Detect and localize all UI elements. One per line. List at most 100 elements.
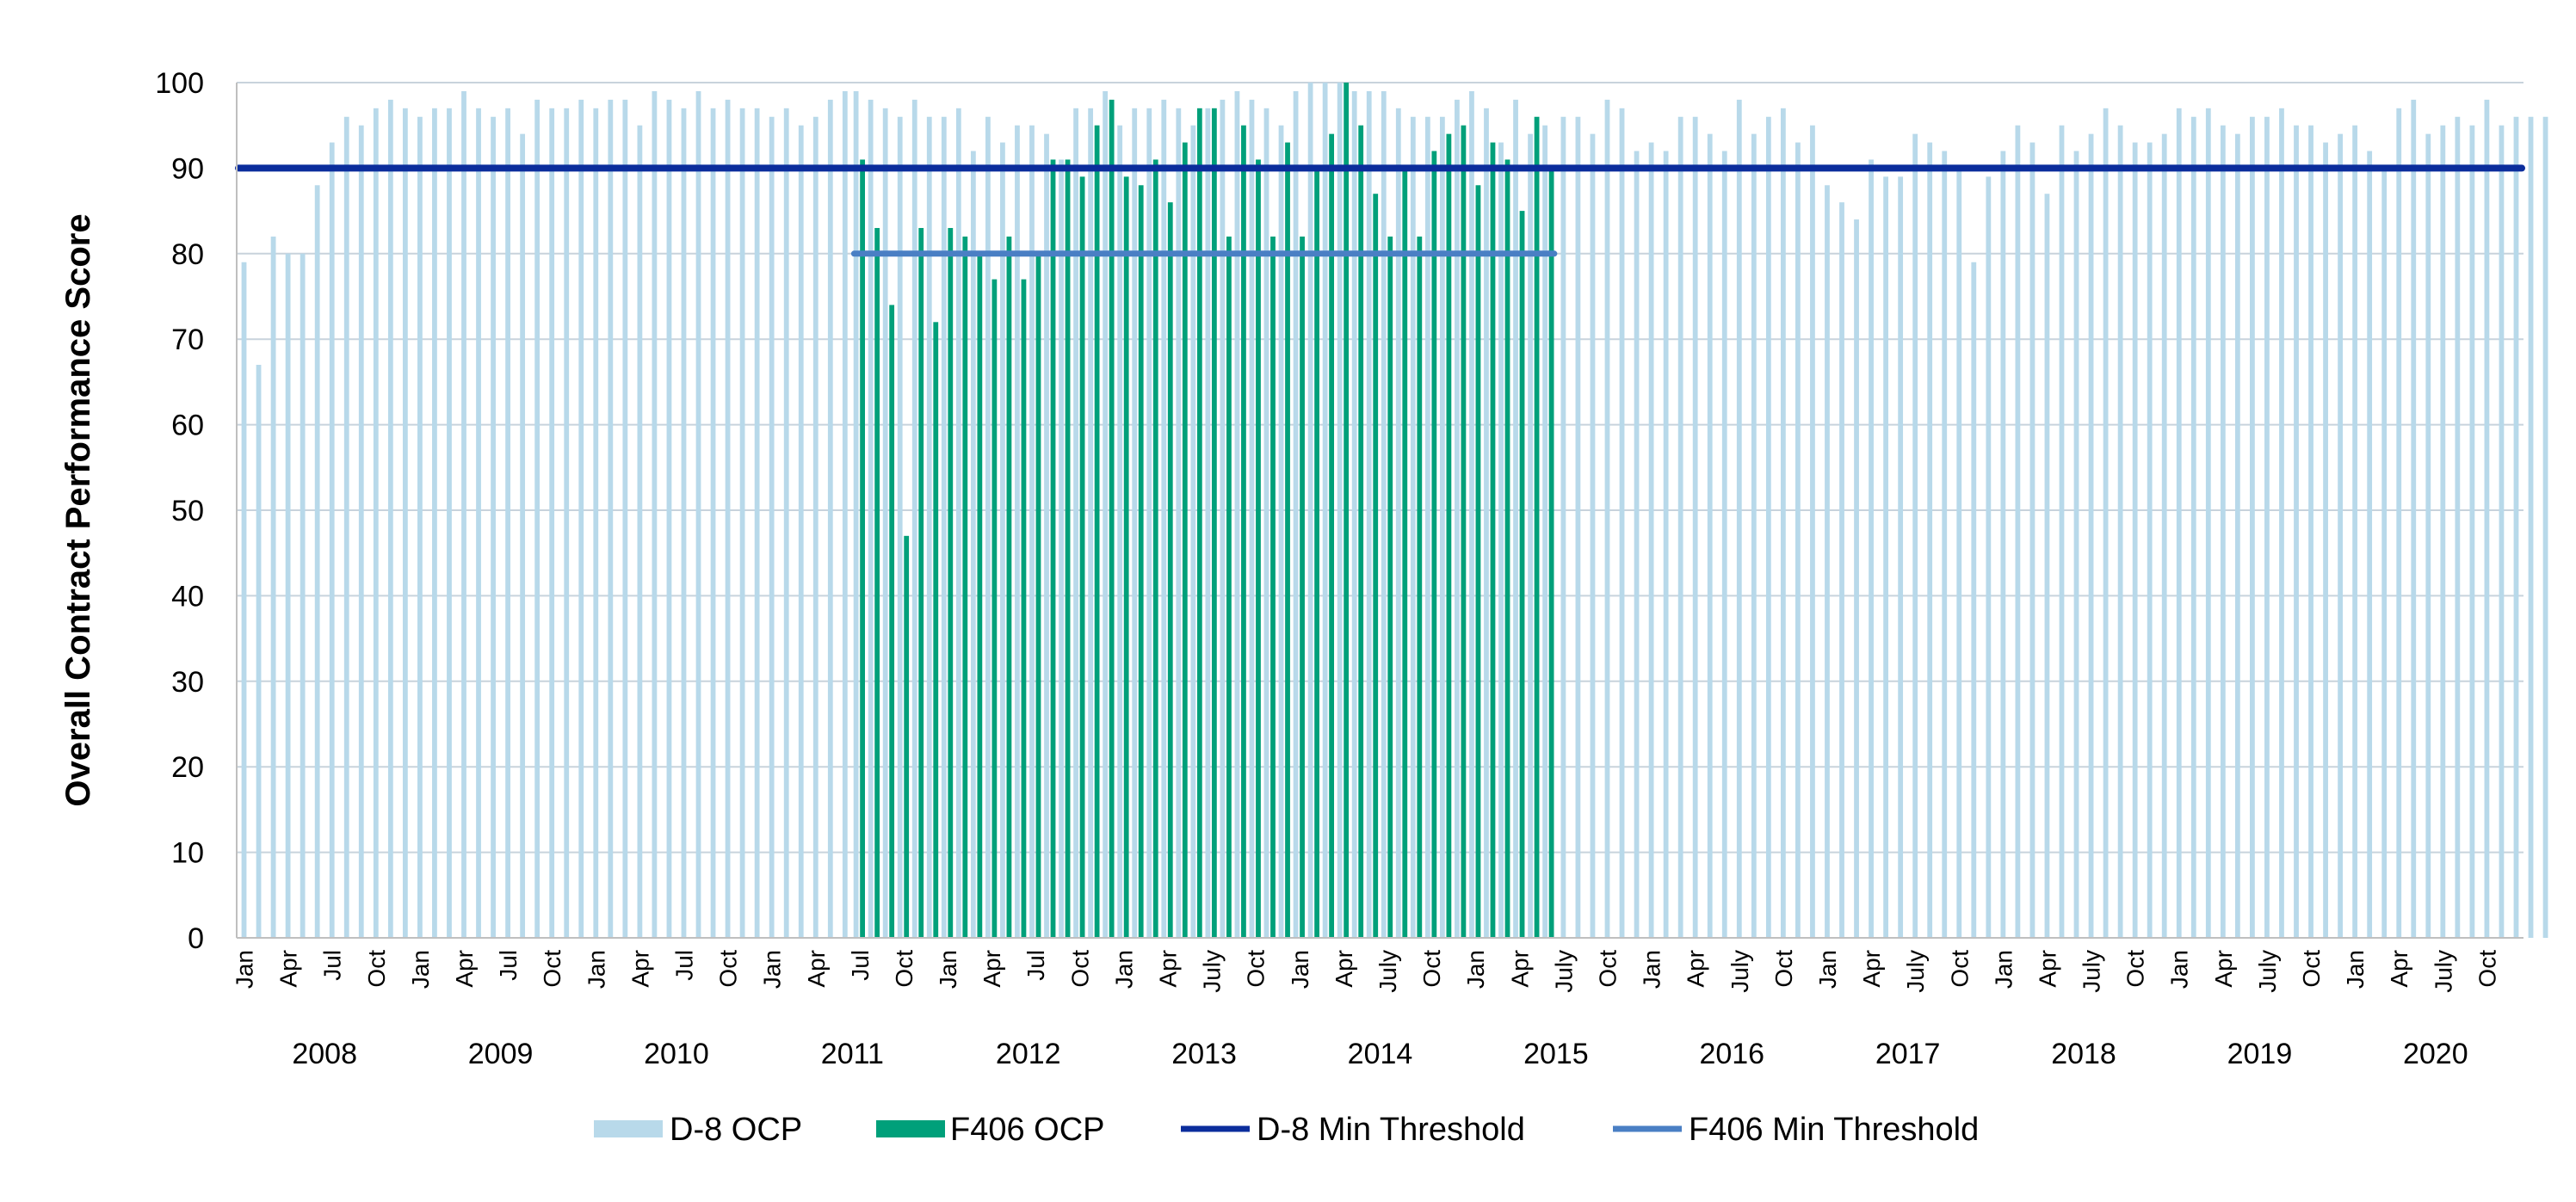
bar-d8-ocp xyxy=(1088,108,1094,938)
x-month-label: Oct xyxy=(363,950,390,988)
bar-f406-ocp xyxy=(1490,142,1496,938)
x-month-label: Apr xyxy=(803,950,830,988)
bar-d8-ocp xyxy=(725,99,731,938)
bar-f406-ocp xyxy=(1534,116,1540,938)
bar-d8-ocp xyxy=(1044,133,1049,938)
bar-d8-ocp xyxy=(2132,142,2138,938)
bar-d8-ocp xyxy=(1795,142,1801,938)
bar-d8-ocp xyxy=(1484,108,1489,938)
x-year-label: 2018 xyxy=(2051,1038,2116,1070)
x-month-label: Apr xyxy=(2034,950,2060,988)
x-year-label: 2008 xyxy=(292,1038,357,1070)
bar-f406-ocp xyxy=(948,227,954,939)
bar-d8-ocp xyxy=(2469,125,2475,938)
x-year-label: 2016 xyxy=(1699,1038,1764,1070)
bar-d8-ocp xyxy=(1942,151,1948,938)
x-year-label: 2013 xyxy=(1171,1038,1237,1070)
bar-f406-ocp xyxy=(1519,211,1525,939)
x-year-label: 2017 xyxy=(1875,1038,1941,1070)
x-year-label: 2012 xyxy=(996,1038,1061,1070)
legend-label: F406 OCP xyxy=(950,1112,1105,1148)
bar-f406-ocp xyxy=(1475,185,1481,938)
y-tick-label: 80 xyxy=(171,238,204,271)
bar-d8-ocp xyxy=(2220,125,2226,938)
bar-d8-ocp xyxy=(373,108,379,938)
bar-f406-ocp xyxy=(1461,125,1467,938)
legend-label: F406 Min Threshold xyxy=(1689,1112,1979,1148)
bar-d8-ocp xyxy=(637,125,643,938)
x-month-label: Jul xyxy=(847,950,874,981)
bar-d8-ocp xyxy=(256,365,262,938)
bar-d8-ocp xyxy=(1839,202,1844,938)
bar-d8-ocp xyxy=(1395,108,1401,938)
x-year-label: 2020 xyxy=(2403,1038,2468,1070)
legend-swatch xyxy=(594,1120,663,1137)
bar-d8-ocp xyxy=(1293,90,1299,938)
x-month-label: Apr xyxy=(1683,950,1709,988)
bar-d8-ocp xyxy=(1059,159,1064,938)
y-tick-label: 100 xyxy=(155,67,204,100)
bar-f406-ocp xyxy=(1006,236,1012,938)
bar-d8-ocp xyxy=(1249,99,1255,938)
bar-f406-ocp xyxy=(904,535,910,938)
x-month-label: Jan xyxy=(232,950,258,989)
bar-d8-ocp xyxy=(2440,125,2446,938)
bar-d8-ocp xyxy=(564,108,570,938)
bar-d8-ocp xyxy=(2205,108,2211,938)
bar-d8-ocp xyxy=(2484,99,2490,938)
bar-d8-ocp xyxy=(1663,151,1669,938)
bar-d8-ocp xyxy=(1560,116,1566,938)
bar-d8-ocp xyxy=(1619,108,1625,938)
bar-f406-ocp xyxy=(1021,279,1027,938)
bar-d8-ocp xyxy=(1575,116,1581,938)
bar-d8-ocp xyxy=(955,108,961,938)
x-month-label: Oct xyxy=(539,950,565,988)
x-month-label: Oct xyxy=(1066,950,1093,988)
bar-f406-ocp xyxy=(1167,202,1173,938)
bar-d8-ocp xyxy=(2264,116,2270,938)
x-month-label: Oct xyxy=(715,950,742,988)
bar-f406-ocp xyxy=(1050,159,1056,938)
bar-f406-ocp xyxy=(1548,168,1554,938)
bar-d8-ocp xyxy=(1810,125,1815,938)
bar-d8-ocp xyxy=(300,253,306,938)
bar-f406-ocp xyxy=(933,322,939,938)
bar-d8-ocp xyxy=(1000,142,1005,938)
bar-d8-ocp xyxy=(1103,90,1109,938)
bar-d8-ocp xyxy=(2528,116,2534,938)
x-month-label: Jan xyxy=(1287,950,1313,989)
bar-f406-ocp xyxy=(1094,125,1100,938)
bar-d8-ocp xyxy=(432,108,437,938)
bar-d8-ocp xyxy=(476,108,481,938)
x-month-label: Jan xyxy=(1462,950,1489,989)
x-month-label: Apr xyxy=(1331,950,1357,988)
x-month-label: July xyxy=(1727,950,1753,993)
bar-d8-ocp xyxy=(2279,108,2284,938)
x-month-label: Jan xyxy=(935,950,961,989)
bar-d8-ocp xyxy=(1513,99,1518,938)
x-month-label: Jan xyxy=(1639,950,1665,989)
bar-d8-ocp xyxy=(1498,142,1504,938)
x-month-label: Jul xyxy=(670,950,697,981)
bar-d8-ocp xyxy=(1780,108,1786,938)
bar-d8-ocp xyxy=(783,108,789,938)
bar-f406-ocp xyxy=(1285,142,1290,938)
bar-d8-ocp xyxy=(1883,176,1889,939)
x-month-label: Jan xyxy=(2166,950,2193,989)
x-month-label: Jan xyxy=(1814,950,1841,989)
y-tick-label: 60 xyxy=(171,410,204,442)
x-month-label: Jul xyxy=(319,950,346,981)
y-axis-title: Overall Contract Performance Score xyxy=(59,213,97,806)
bar-d8-ocp xyxy=(2367,151,2373,938)
x-month-label: Jan xyxy=(759,950,786,989)
bar-f406-ocp xyxy=(1123,176,1129,939)
y-tick-label: 70 xyxy=(171,324,204,356)
bar-f406-ocp xyxy=(1504,159,1510,938)
bar-f406-ocp xyxy=(1300,236,1305,938)
bar-d8-ocp xyxy=(1604,99,1610,938)
x-month-label: Apr xyxy=(2210,950,2237,988)
bar-d8-ocp xyxy=(1073,108,1078,938)
bar-d8-ocp xyxy=(2059,125,2065,938)
bar-d8-ocp xyxy=(491,116,496,938)
